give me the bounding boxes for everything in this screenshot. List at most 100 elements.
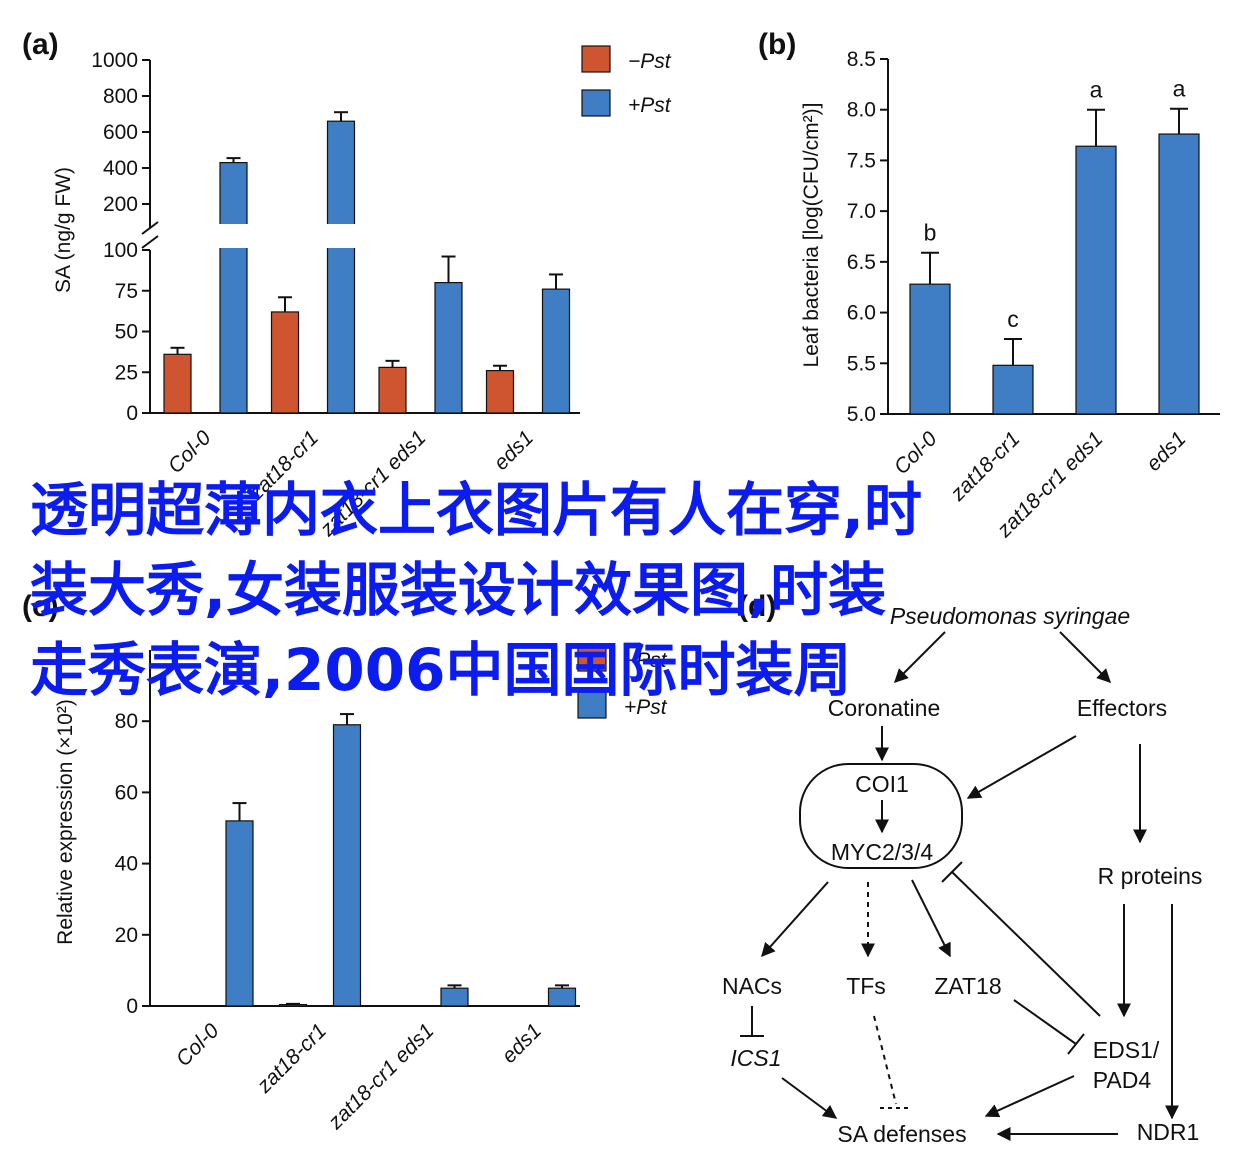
panel-c-bars [225,713,577,1007]
y-tick-label: 5.0 [847,403,876,426]
bar-leaf-bacteria [909,283,951,415]
panel-c-ylabel: Relative expression (×10²) [54,699,77,945]
bar-leaf-bacteria [1075,145,1117,415]
legend-swatch-minus-pst [577,644,607,672]
panel-a-bars [163,111,571,414]
legend-label-minus-pst: −Pst [628,50,672,73]
panel-d-diagram: (d) Pseudomonas syringae Coronatine Effe… [722,590,1202,1147]
node-eds1-line1: EDS1/ [1093,1037,1160,1063]
node-effectors: Effectors [1077,695,1167,721]
y-tick-label: 40 [115,853,138,876]
y-tick-label: 0 [126,995,138,1018]
y-tick-label: 6.5 [847,251,876,274]
bar-plus-pst [332,724,362,1007]
y-tick-label: 8.5 [847,48,876,71]
y-tick-label: 5.5 [847,352,876,375]
x-tick-label: zat18-cr1 [252,1019,331,1098]
arrow-effectors-complex [966,735,1077,799]
inhibit-eds1-myc [951,871,1101,1017]
inhibit-bar-myc [941,861,963,883]
coi1-myc-complex [799,763,963,869]
bar-break-gap [324,224,358,248]
arrow-pseudomonas-coronatine [894,631,946,683]
panel-c-legend: −Pst +Pst [577,644,668,719]
node-sa-defenses: SA defenses [837,1121,966,1147]
y-tick-label: 1000 [91,49,138,72]
y-tick-label: 200 [103,193,138,216]
panel-a-ylabel: SA (ng/g FW) [52,167,75,293]
panel-a-legend: −Pst +Pst [581,45,672,117]
bar-minus-pst [378,366,407,414]
arrow-eds1-sa [984,1075,1075,1118]
y-tick-label: 7.5 [847,149,876,172]
panel-c-label: (c) [22,590,59,623]
x-tick-label: zat18-cr1 eds1 [323,1019,438,1134]
y-tick-label: 6.0 [847,302,876,325]
bar-plus-pst [440,987,469,1007]
inhibit-zat18-eds1 [1013,999,1077,1045]
y-tick-label: 8.0 [847,99,876,122]
x-tick-label: eds1 [1142,427,1190,475]
legend-label-plus-pst: +Pst [628,94,672,117]
y-tick-label: 60 [115,781,138,804]
node-eds1-line2: PAD4 [1093,1067,1152,1093]
bar-plus-pst [219,162,248,414]
overlay-line: 装大秀,女装服装设计效果图,时装 [30,556,887,624]
legend-label-plus-pst: +Pst [624,696,668,719]
panel-a-chart: (a) SA (ng/g FW) 0 25 50 75 100 200 400 600 800 1… [22,28,672,541]
significance-letter: c [1007,306,1019,332]
y-tick-label: 75 [115,280,138,303]
legend-swatch-plus-pst [581,89,611,117]
y-tick-label: 7.0 [847,200,876,223]
arrow-myc-zat18 [911,879,951,958]
node-myc: MYC2/3/4 [831,839,933,865]
panel-b-label: (b) [758,28,796,61]
node-nacs: NACs [722,973,782,999]
node-ics1: ICS1 [730,1045,781,1071]
significance-letter: b [924,220,937,246]
y-tick-label: 0 [126,402,138,425]
node-zat18: ZAT18 [934,973,1001,999]
significance-letter: a [1173,76,1186,102]
legend-swatch-plus-pst [577,691,607,719]
node-coi1: COI1 [855,771,909,797]
legend-label-minus-pst: −Pst [624,649,668,672]
legend-swatch-minus-pst [581,45,611,73]
y-tick-label: 50 [115,321,138,344]
bar-plus-pst [547,987,577,1007]
panel-b-ylabel: Leaf bacteria [log(CFU/cm²)] [800,103,823,368]
bar-plus-pst [326,120,356,414]
bar-leaf-bacteria [992,364,1034,415]
node-tfs: TFs [846,973,886,999]
bar-minus-pst [163,353,192,414]
y-tick-label: 400 [103,157,138,180]
arrow-pseudomonas-effectors [1059,631,1111,683]
bar-plus-pst [225,820,254,1007]
y-tick-label: 800 [103,85,138,108]
node-pseudomonas: Pseudomonas syringae [890,603,1130,629]
y-tick-label: 80 [115,710,138,733]
significance-letter: a [1090,77,1103,103]
y-tick-label: 25 [115,361,138,384]
x-tick-label: eds1 [498,1019,546,1067]
y-tick-label: 20 [115,924,138,947]
overlay-line: 透明超薄内衣上衣图片有人在穿,时 [30,476,923,544]
node-r-proteins: R proteins [1098,863,1203,889]
y-tick-label: 600 [103,121,138,144]
axis-break-mark [141,221,159,235]
node-coronatine: Coronatine [828,695,941,721]
panel-b-chart: (b) Leaf bacteria [log(CFU/cm²)] 5.0 5.5 6… [758,28,1220,542]
panel-d-label: (d) [738,590,776,623]
x-tick-label: eds1 [490,426,538,474]
bar-minus-pst [485,370,515,414]
arrow-ics1-sa [781,1077,838,1119]
bar-plus-pst [434,282,463,414]
axis-break-mark [141,235,159,249]
panel-a-label: (a) [22,28,59,61]
panel-b-bars: b c a a [909,76,1200,415]
dashed-inhibit-tfs-sa [873,1015,897,1105]
overlay-text: 透明超薄内衣上衣图片有人在穿,时 装大秀,女装服装设计效果图,时装 走秀表演,2… [30,470,1220,710]
y-tick-label: 100 [103,239,138,262]
overlay-line: 走秀表演,2006中国国际时装周 [30,636,852,704]
